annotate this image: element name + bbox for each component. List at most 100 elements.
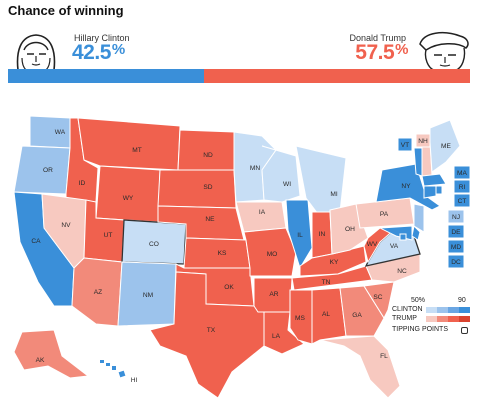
label-hi: HI — [131, 377, 138, 384]
label-ar: AR — [269, 291, 278, 298]
label-la: LA — [272, 333, 281, 340]
state-mt[interactable] — [77, 117, 181, 171]
state-de[interactable] — [411, 224, 421, 241]
state-ct[interactable] — [423, 185, 437, 199]
label-wa: WA — [55, 129, 66, 136]
label-co: CO — [149, 241, 159, 248]
label-nh: NH — [418, 138, 428, 145]
us-election-map: WA OR CA ID NV MT WY UT AZ CO NM ND SD N… — [13, 115, 471, 399]
label-ny: NY — [401, 183, 411, 190]
state-nj[interactable] — [413, 203, 425, 233]
state-ms[interactable] — [289, 289, 313, 345]
legend-tick-high: 90 — [458, 297, 466, 304]
state-nc[interactable] — [365, 253, 421, 283]
label-ca: CA — [31, 238, 41, 245]
state-ky[interactable] — [299, 245, 367, 277]
callout-box-ri[interactable] — [453, 179, 471, 194]
label-nc: NC — [397, 268, 407, 275]
state-nd[interactable] — [177, 129, 235, 171]
label-mt: MT — [132, 147, 142, 154]
state-ak[interactable] — [13, 329, 90, 379]
state-ma[interactable] — [421, 173, 447, 187]
callout-box-md[interactable] — [447, 239, 465, 254]
label-tx: TX — [207, 327, 216, 334]
state-tx[interactable] — [149, 271, 265, 399]
clinton-pct-value: 42.5 — [72, 41, 111, 64]
label-ma: MA — [457, 170, 467, 177]
clinton-pct-sign: % — [111, 41, 125, 58]
clinton-percentage: 42.5% — [72, 41, 125, 65]
legend-trump-swatch-0 — [426, 316, 437, 322]
label-ne: NE — [205, 216, 215, 223]
callout-box-nj[interactable] — [447, 209, 465, 224]
label-nd: ND — [203, 152, 213, 159]
label-il: IL — [297, 232, 303, 239]
hawaii-island — [100, 360, 104, 363]
legend-clinton-label: CLINTON — [392, 306, 423, 313]
label-al: AL — [322, 311, 330, 318]
state-ri[interactable] — [435, 185, 443, 195]
label-ut: UT — [104, 232, 113, 239]
label-va: VA — [390, 243, 399, 250]
trump-name: Donald Trump — [349, 33, 406, 43]
state-wi[interactable] — [261, 145, 301, 203]
callout-box-dc[interactable] — [447, 254, 465, 269]
legend-clinton-swatch-2 — [448, 307, 459, 313]
state-sc[interactable] — [363, 281, 395, 320]
label-sd: SD — [203, 184, 212, 191]
trump-pct-sign: % — [395, 41, 408, 58]
label-in: IN — [319, 231, 326, 238]
callout-box-nh[interactable] — [415, 133, 431, 148]
legend-clinton-swatch-0 — [426, 307, 437, 313]
trump-percentage: 57.5% — [355, 41, 408, 65]
label-ky: KY — [330, 259, 339, 266]
label-nv: NV — [61, 222, 71, 229]
hawaii-island — [106, 363, 110, 366]
label-mo: MO — [267, 251, 278, 258]
label-mn: MN — [250, 165, 260, 172]
label-or: OR — [43, 167, 53, 174]
legend-trump-swatch-2 — [448, 316, 459, 322]
label-ct: CT — [458, 198, 467, 205]
label-sc: SC — [373, 294, 382, 301]
clinton-name: Hillary Clinton — [74, 33, 130, 43]
northeast-callout-boxes — [397, 133, 471, 269]
callout-box-ct[interactable] — [453, 193, 471, 208]
legend-trump-swatch-1 — [437, 316, 448, 322]
callout-box-ma[interactable] — [453, 165, 471, 180]
state-hi[interactable] — [117, 369, 127, 379]
legend-clinton-swatch-1 — [437, 307, 448, 313]
callout-box-vt[interactable] — [397, 137, 413, 152]
state-ia[interactable] — [235, 201, 287, 233]
clinton-portrait-icon — [16, 34, 56, 70]
state-dc[interactable] — [399, 233, 407, 241]
hawaii-island — [112, 366, 116, 370]
label-nm: NM — [143, 292, 153, 299]
state-mo[interactable] — [243, 227, 297, 277]
label-wv: WV — [367, 241, 378, 248]
chart-title: Chance of winning — [8, 3, 124, 18]
label-oh: OH — [345, 226, 355, 233]
label-wy: WY — [123, 195, 134, 202]
label-ms: MS — [295, 315, 305, 322]
legend-clinton-scale — [426, 307, 470, 313]
clinton-probability-bar — [8, 69, 204, 83]
legend-tipping-label: TIPPING POINTS — [392, 326, 449, 333]
label-fl: FL — [380, 353, 388, 360]
label-ia: IA — [259, 209, 266, 216]
label-pa: PA — [380, 211, 389, 218]
state-al[interactable] — [311, 287, 347, 345]
label-de: DE — [451, 229, 461, 236]
state-fl[interactable] — [319, 335, 401, 399]
label-ok: OK — [224, 284, 234, 291]
label-id: ID — [79, 180, 86, 187]
state-il[interactable] — [285, 199, 313, 270]
label-mi: MI — [330, 191, 337, 198]
label-nj: NJ — [452, 214, 460, 221]
label-ga: GA — [352, 312, 362, 319]
state-or[interactable] — [13, 145, 71, 195]
state-ga[interactable] — [339, 285, 385, 337]
legend-trump-swatch-3 — [459, 316, 470, 322]
state-sd[interactable] — [157, 169, 237, 209]
callout-box-de[interactable] — [447, 224, 465, 239]
